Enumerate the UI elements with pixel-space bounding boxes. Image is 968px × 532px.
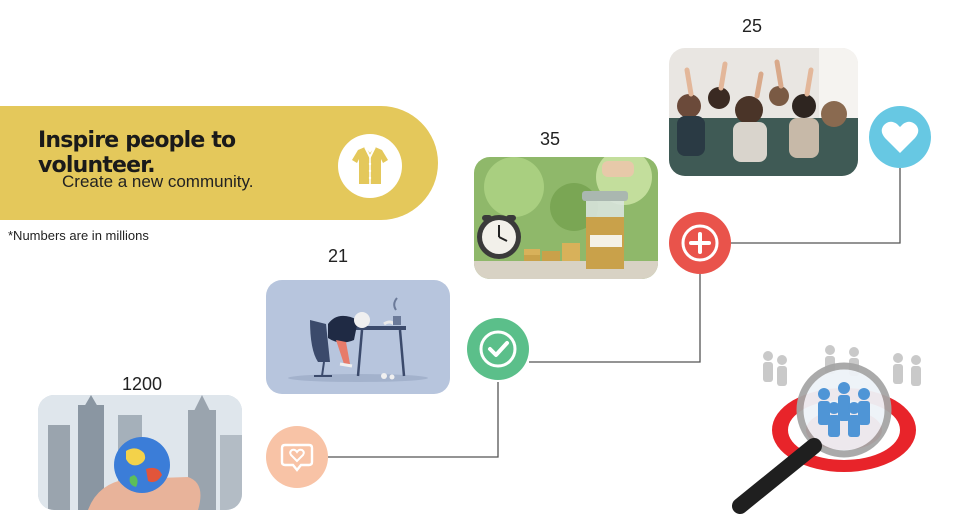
step-1-value: 1200 [122, 374, 163, 394]
step-3-value: 35 [540, 129, 561, 149]
globe-in-hand-photo [38, 395, 242, 510]
banner-subtitle: Create a new community. [62, 172, 254, 191]
footnote: *Numbers are in millions [8, 228, 149, 243]
checkmark-icon [467, 318, 529, 380]
heart-icon [869, 106, 931, 168]
shirt-icon [338, 134, 402, 198]
plus-icon [669, 212, 731, 274]
step-4-value: 25 [742, 16, 763, 36]
retirement-savings-photo [474, 157, 658, 279]
banner-title: Inspire people to volunteer. [38, 128, 236, 178]
magnifier-target-graphic [720, 338, 960, 518]
step-2-value: 21 [328, 246, 349, 266]
tired-worker-illustration [266, 280, 450, 394]
speech-heart-icon [266, 426, 328, 488]
raised-hands-audience-photo [669, 48, 858, 176]
